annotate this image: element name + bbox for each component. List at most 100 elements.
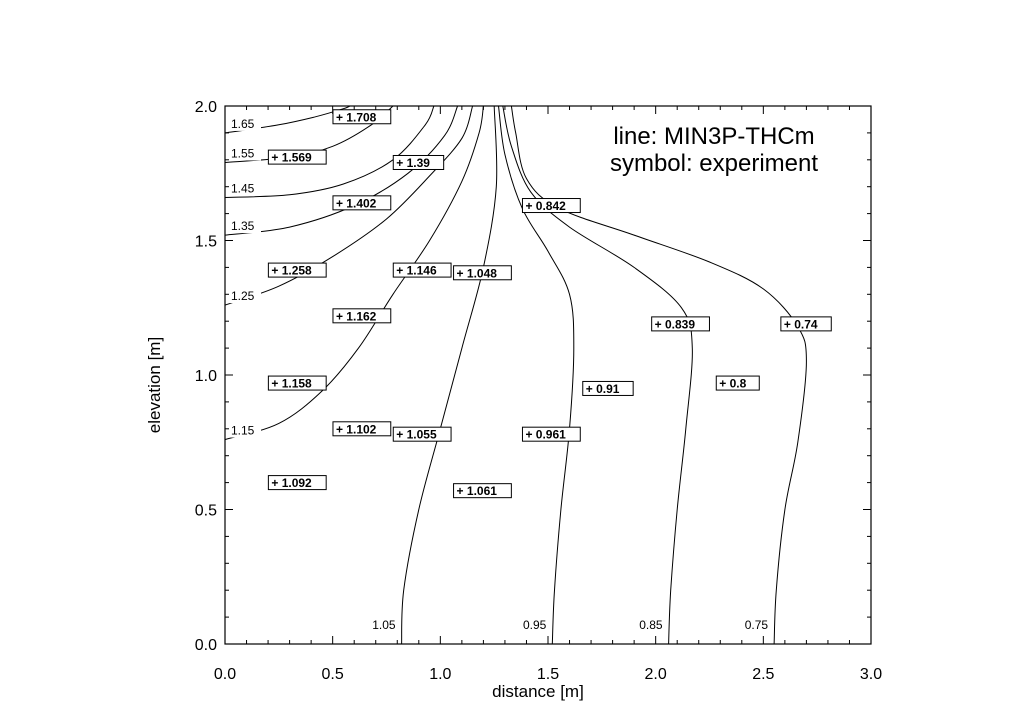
observation-value: + 0.91 xyxy=(586,382,620,396)
contour-label-bg xyxy=(229,116,261,131)
contour-label-1.35: 1.35 xyxy=(231,219,255,233)
y-tick-label: 0.5 xyxy=(195,503,217,520)
contour-line-1.65 xyxy=(224,105,351,134)
contour-label-0.95: 0.95 xyxy=(523,618,547,632)
observation-marker: + 1.569 xyxy=(267,149,327,165)
observation-value: + 1.39 xyxy=(396,156,430,170)
observation-box xyxy=(267,262,327,278)
observation-marker: + 1.055 xyxy=(392,426,452,442)
x-tick-label: 0.5 xyxy=(322,666,344,683)
observation-value: + 1.402 xyxy=(336,196,377,210)
observation-marker: + 1.162 xyxy=(332,308,392,324)
observation-box xyxy=(453,483,512,499)
y-tick-label: 0.0 xyxy=(195,637,217,654)
observation-box xyxy=(332,109,392,125)
observation-marker: + 0.8 xyxy=(715,375,760,391)
observation-marker: + 1.146 xyxy=(392,262,452,278)
contour-label-1.55: 1.55 xyxy=(231,146,255,160)
x-tick-label: 0.0 xyxy=(214,666,236,683)
contour-label-1.25: 1.25 xyxy=(231,289,255,303)
contour-label-1.45: 1.45 xyxy=(231,181,255,195)
contour-line-1.05 xyxy=(401,105,498,645)
observation-box xyxy=(267,375,327,391)
contour-label-1.65: 1.65 xyxy=(231,117,255,131)
x-tick-label: 1.5 xyxy=(537,666,559,683)
contour-line-1.35 xyxy=(224,105,459,236)
x-axis-title: distance [m] xyxy=(492,682,584,701)
legend-symbol-text: symbol: experiment xyxy=(610,150,818,177)
observation-box xyxy=(521,426,581,442)
contour-label-1.05: 1.05 xyxy=(372,618,396,632)
contour-label-1.15: 1.15 xyxy=(231,424,255,438)
observation-marker: + 1.061 xyxy=(453,483,512,499)
observation-box xyxy=(392,154,445,170)
axis-ticks: 0.0 0.5 1.0 1.5 2.0 2.5 3.0 0.0 0.5 1.0 1.5 2.0 xyxy=(195,99,882,683)
observation-value: + 0.8 xyxy=(719,377,746,391)
contour-label-bg xyxy=(229,289,261,304)
observation-value: + 0.842 xyxy=(525,199,566,213)
observation-marker: + 1.102 xyxy=(332,421,392,437)
observation-box xyxy=(715,375,760,391)
observation-value: + 1.092 xyxy=(271,476,312,490)
contour-label-bg xyxy=(229,181,261,196)
observation-value: + 0.74 xyxy=(784,317,818,331)
observation-box xyxy=(267,149,327,165)
observation-box xyxy=(332,195,392,211)
contour-lines: 1.65 1.55 1.45 1.35 1.25 1.15 1.05 0.95 0.85 0.75 xyxy=(224,105,807,645)
x-tick-label: 3.0 xyxy=(860,666,882,683)
observation-box xyxy=(582,380,634,396)
observation-box xyxy=(267,475,327,491)
contour-line-1.45 xyxy=(224,105,435,198)
observation-value: + 1.258 xyxy=(271,264,312,278)
observation-marker: + 1.258 xyxy=(267,262,327,278)
contour-label-bg xyxy=(229,219,261,234)
observation-marker: + 0.91 xyxy=(582,380,634,396)
observation-marker: + 1.092 xyxy=(267,475,327,491)
contour-label-0.75: 0.75 xyxy=(745,618,769,632)
x-tick-label: 2.0 xyxy=(645,666,667,683)
observation-value: + 1.061 xyxy=(457,484,498,498)
x-tick-label: 1.0 xyxy=(429,666,451,683)
observation-box xyxy=(780,316,832,332)
observation-marker: + 0.961 xyxy=(521,426,581,442)
observation-marker: + 1.402 xyxy=(332,195,392,211)
observation-box xyxy=(332,421,392,437)
y-axis-title: elevation [m] xyxy=(145,337,164,433)
observation-marker: + 0.842 xyxy=(521,198,581,214)
observation-box xyxy=(332,308,392,324)
observation-marker: + 0.74 xyxy=(780,316,832,332)
observation-value: + 1.708 xyxy=(336,110,377,124)
y-tick-label: 1.0 xyxy=(195,368,217,385)
observation-value: + 1.102 xyxy=(336,422,377,436)
contour-label-0.85: 0.85 xyxy=(639,618,663,632)
contour-line-1.15 xyxy=(224,105,484,441)
plot-frame xyxy=(224,105,872,645)
contour-line-0.85 xyxy=(502,105,693,645)
contour-line-1.25 xyxy=(224,105,474,306)
contour-line-0.95 xyxy=(498,105,575,645)
legend-line-text: line: MIN3P-THCm xyxy=(613,123,814,150)
observation-box xyxy=(651,316,710,332)
observation-value: + 1.162 xyxy=(336,309,377,323)
observation-marker: + 1.158 xyxy=(267,375,327,391)
observation-box xyxy=(453,265,512,281)
observation-marker: + 1.708 xyxy=(332,109,392,125)
observation-value: + 1.569 xyxy=(271,151,312,165)
observation-box xyxy=(392,426,452,442)
observation-value: + 1.158 xyxy=(271,377,312,391)
experiment-observations: + 1.708 + 1.569 + 1.39 + 1.402 + 0.842 + 1.25… xyxy=(267,109,832,499)
observation-value: + 1.146 xyxy=(396,264,437,278)
observation-marker: + 0.839 xyxy=(651,316,710,332)
observation-value: + 0.961 xyxy=(525,428,566,442)
observation-box xyxy=(392,262,452,278)
observation-value: + 0.839 xyxy=(655,317,696,331)
y-tick-label: 1.5 xyxy=(195,234,217,251)
observation-marker: + 1.39 xyxy=(392,154,445,170)
observation-box xyxy=(521,198,581,214)
y-tick-label: 2.0 xyxy=(195,99,217,116)
x-tick-label: 2.5 xyxy=(752,666,774,683)
contour-label-bg xyxy=(229,146,261,161)
contour-line-0.75 xyxy=(510,105,807,645)
observation-value: + 1.048 xyxy=(457,266,498,280)
